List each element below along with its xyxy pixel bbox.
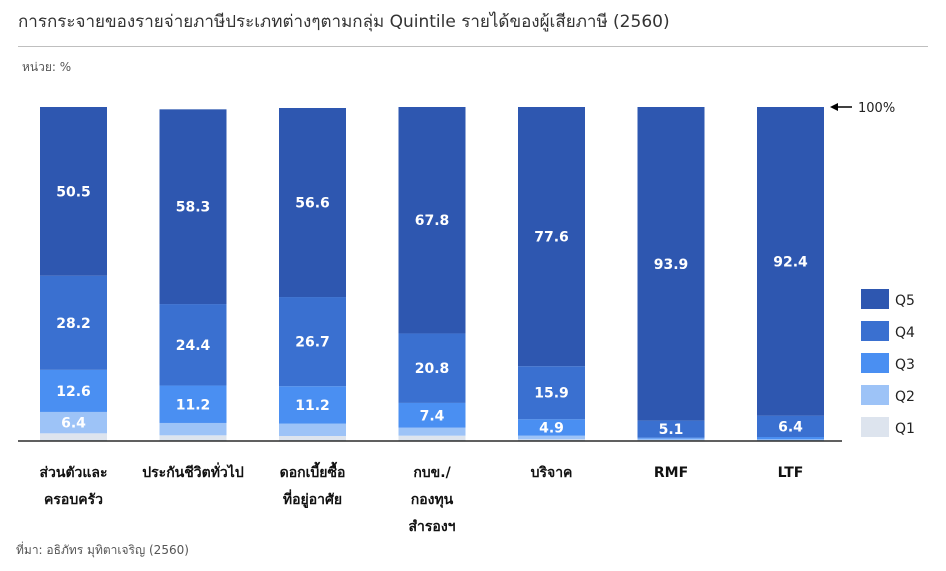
category-label: LTF [778, 465, 804, 481]
bar-segment-q4 [159, 304, 227, 386]
bar-segment-q3 [40, 369, 107, 412]
data-label: 56.6 [295, 196, 330, 212]
data-label: 5.1 [659, 422, 684, 438]
bar-segment-q4 [757, 415, 824, 437]
data-label: 11.2 [295, 398, 330, 414]
legend-swatch-q4 [861, 321, 889, 341]
reference-label: 100% [858, 101, 895, 116]
bar-segment-q1 [159, 435, 227, 441]
category-label: ดอกเบี้ยซื้อ [280, 461, 346, 481]
unit-label: หน่วย: % [22, 60, 72, 74]
bar-segment-q1 [40, 433, 107, 441]
data-label: 50.5 [56, 184, 91, 200]
source-note: ที่มา: อธิภัทร มุทิตาเจริญ (2560) [16, 543, 189, 557]
bar-segment-q2 [40, 411, 107, 434]
bar-segment-q5 [159, 109, 227, 305]
bar-segment-q5 [40, 107, 107, 276]
bar-segment-q3 [279, 386, 346, 424]
bar-segment-q1 [398, 435, 466, 441]
data-label: 67.8 [415, 213, 450, 229]
legend-label-q3: Q3 [895, 357, 915, 373]
chart-title: การกระจายของรายจ่ายภาษีประเภทต่างๆตามกลุ… [18, 12, 670, 32]
bar-segment-q2 [637, 438, 705, 440]
bar-segment-q1 [279, 435, 346, 441]
data-label: 12.6 [56, 384, 91, 400]
data-label: 20.8 [415, 361, 450, 377]
bar-segment-q3 [518, 419, 585, 436]
legend-label-q4: Q4 [895, 325, 915, 341]
bar-segment-q2 [518, 435, 585, 440]
legend-label-q2: Q2 [895, 389, 915, 405]
category-label: กบข./ [413, 465, 451, 481]
bar-segment-q4 [279, 297, 346, 387]
legend-swatch-q3 [861, 353, 889, 373]
bar-segment-q5 [279, 108, 346, 298]
data-label: 7.4 [420, 408, 445, 424]
legend-swatch-q5 [861, 289, 889, 309]
data-label: 4.9 [539, 420, 564, 436]
bar-segment-q5 [518, 107, 585, 367]
data-label: 26.7 [295, 335, 330, 351]
reference-marker: 100% [830, 101, 895, 116]
legend-label-q5: Q5 [895, 293, 915, 309]
data-label: 28.2 [56, 316, 91, 332]
bar-segment-q2 [757, 439, 824, 441]
bar-segment-q1 [518, 439, 585, 441]
bar-segment-q2 [279, 423, 346, 436]
category-label: ประกันชีวิตทั่วไป [142, 462, 244, 481]
legend-swatch-q1 [861, 417, 889, 437]
data-label: 58.3 [176, 200, 211, 216]
bar-segment-q4 [398, 333, 466, 403]
bar-segment-q3 [637, 437, 705, 439]
legend: Q5 Q4 Q3 Q2 Q1 [861, 289, 915, 437]
bar-segment-q3 [159, 385, 227, 423]
data-label: 77.6 [534, 230, 569, 246]
bars-layer: 6.4 12.6 28.2 50.5 11.2 24.4 58.3 11.2 26.7 56.6 7… [40, 107, 824, 441]
bar-segment-q4 [518, 366, 585, 420]
bar-segment-q3 [398, 402, 466, 428]
bar-segment-q3 [757, 436, 824, 440]
data-label: 6.4 [778, 419, 803, 435]
legend-label-q1: Q1 [895, 421, 915, 437]
bar-segment-q4 [40, 275, 107, 370]
bar-segment-q4 [637, 420, 705, 438]
bar-segment-q5 [637, 107, 705, 421]
reference-arrow-head [830, 103, 838, 111]
data-label: 92.4 [773, 254, 808, 270]
category-label: ส่วนตัวและ [39, 465, 107, 481]
category-label: สำรองฯ [408, 519, 455, 535]
data-label: 24.4 [176, 338, 211, 354]
category-label: RMF [654, 465, 688, 481]
category-label: กองทุน [411, 492, 454, 508]
category-label: ที่อยู่อาศัย [283, 489, 342, 508]
legend-swatch-q2 [861, 385, 889, 405]
category-label: ครอบครัว [44, 492, 103, 508]
bar-segment-q2 [159, 422, 227, 436]
bar-segment-q2 [398, 427, 466, 436]
category-label: บริจาค [531, 465, 573, 481]
data-label: 6.4 [61, 416, 86, 432]
data-label: 11.2 [176, 397, 211, 413]
bar-segment-q5 [757, 107, 824, 416]
data-label: 15.9 [534, 386, 569, 402]
bar-segment-q5 [398, 107, 466, 334]
title-divider [18, 46, 928, 47]
data-label: 93.9 [654, 257, 689, 273]
